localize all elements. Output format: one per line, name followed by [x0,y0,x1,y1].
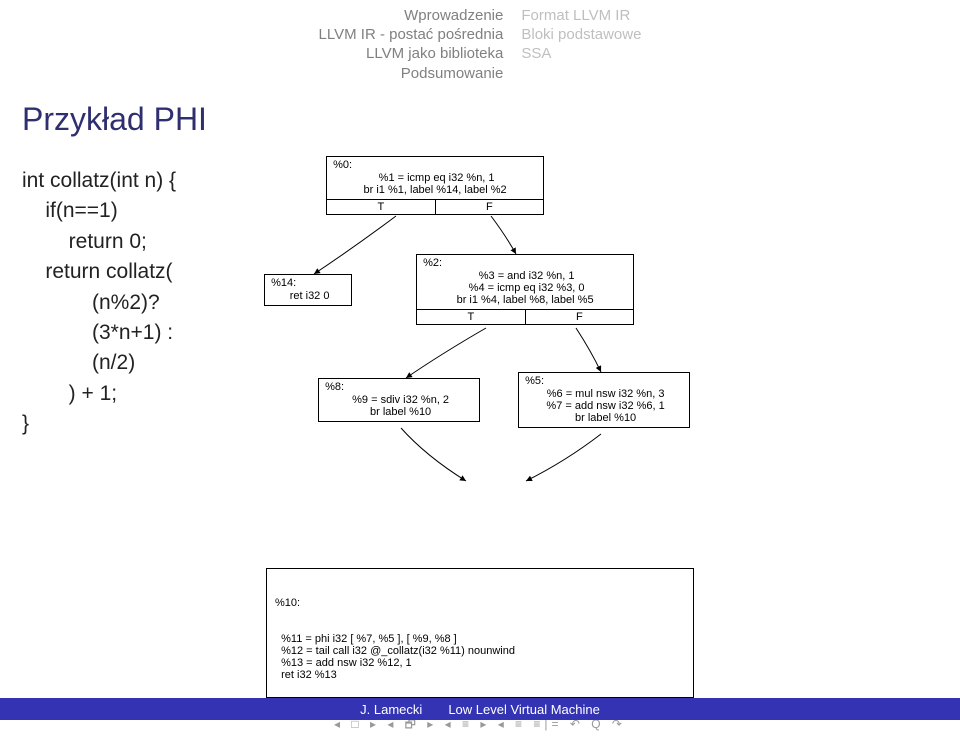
bb-header: %10: [275,597,685,609]
footer-author: J. Lamecki [360,702,422,717]
subnav-item: SSA [521,44,641,63]
subnav-item: Format LLVM IR [521,6,641,25]
bb-body: %6 = mul nsw i32 %n, 3 %7 = add nsw i32 … [519,387,689,427]
subnav-item: Bloki podstawowe [521,25,641,44]
nav-item: Podsumowanie [319,64,504,83]
footer-title: Low Level Virtual Machine [448,702,600,717]
bb-node-14: %14: ret i32 0 [264,274,352,306]
bb-branch-row: T F [327,199,543,214]
bb-node-5: %5: %6 = mul nsw i32 %n, 3 %7 = add nsw … [518,372,690,428]
bb-node-10: %10: %11 = phi i32 [ %7, %5 ], [ %9, %8 … [266,568,694,698]
nav-item: LLVM jako biblioteka [319,44,504,63]
bb-header: %8: [319,379,479,393]
branch-false: F [436,200,544,214]
bb-branch-row: T F [417,309,633,324]
branch-true: T [417,310,526,324]
footer-bar: J. Lamecki Low Level Virtual Machine [0,698,960,720]
bb-header: %5: [519,373,689,387]
bb-body: %9 = sdiv i32 %n, 2 br label %10 [319,393,479,421]
nav-item: LLVM IR - postać pośrednia [319,25,504,44]
nav-item: Wprowadzenie [319,6,504,25]
header-nav: Wprowadzenie LLVM IR - postać pośrednia … [0,0,960,91]
branch-true: T [327,200,436,214]
bb-body: %11 = phi i32 [ %7, %5 ], [ %9, %8 ] %12… [275,633,685,681]
branch-false: F [526,310,634,324]
page-title: Przykład PHI [22,101,960,138]
bb-node-8: %8: %9 = sdiv i32 %n, 2 br label %10 [318,378,480,422]
header-right: Format LLVM IR Bloki podstawowe SSA [521,6,641,83]
cfg-diagram: %0: %1 = icmp eq i32 %n, 1 br i1 %1, lab… [206,156,938,546]
bb-body: ret i32 0 [265,289,351,305]
bb-header: %2: [417,255,633,269]
header-left: Wprowadzenie LLVM IR - postać pośrednia … [319,6,504,83]
content-area: int collatz(int n) { if(n==1) return 0; … [0,156,960,546]
source-code: int collatz(int n) { if(n==1) return 0; … [22,166,176,546]
bb-node-0: %0: %1 = icmp eq i32 %n, 1 br i1 %1, lab… [326,156,544,215]
edge-layer [206,156,938,546]
bb-node-2: %2: %3 = and i32 %n, 1 %4 = icmp eq i32 … [416,254,634,325]
bb-header: %0: [327,157,543,171]
bb-body: %3 = and i32 %n, 1 %4 = icmp eq i32 %3, … [417,269,633,309]
bb-header: %14: [265,275,351,289]
bb-body: %1 = icmp eq i32 %n, 1 br i1 %1, label %… [327,171,543,199]
